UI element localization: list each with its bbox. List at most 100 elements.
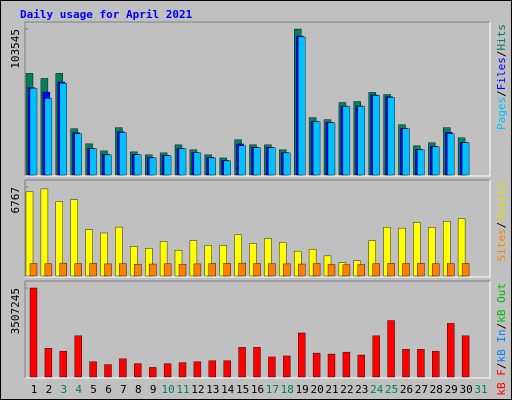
bar [238, 145, 246, 176]
bar [308, 248, 317, 277]
bar [402, 128, 410, 176]
bar [372, 263, 380, 277]
bar [372, 95, 380, 176]
x-tick-label: 22 [340, 383, 353, 396]
bar [342, 264, 351, 277]
x-tick-label: 8 [135, 383, 142, 396]
bar [327, 122, 336, 176]
bar [159, 241, 168, 277]
bar [283, 355, 291, 378]
bar [298, 263, 306, 277]
bar [413, 222, 421, 277]
bar [223, 160, 231, 176]
bar [238, 262, 246, 277]
bar [178, 148, 187, 176]
bar [148, 157, 157, 176]
x-tick-label: 24 [370, 383, 384, 396]
bar [357, 264, 365, 277]
bar [174, 250, 183, 277]
bar [29, 287, 38, 378]
bar [417, 349, 425, 378]
x-tick-label: 15 [236, 383, 249, 396]
bar [70, 199, 78, 277]
panel-bevel-dark [24, 280, 490, 378]
bar [447, 133, 455, 176]
bar [223, 263, 231, 277]
panel-bevel-light [25, 22, 491, 177]
legend-item: kB Out [495, 283, 508, 323]
bar [253, 263, 261, 277]
x-tick-label: 10 [161, 383, 174, 396]
bar [119, 358, 127, 378]
x-tick-label: 25 [385, 383, 398, 396]
bar [298, 332, 306, 378]
bar [148, 367, 157, 378]
bar [357, 106, 365, 176]
bar [104, 364, 112, 378]
bar [163, 155, 172, 176]
bar [461, 142, 470, 176]
x-tick-label: 26 [400, 383, 413, 396]
legend-item: Sites [495, 228, 508, 261]
bar [119, 132, 127, 176]
bar [457, 218, 466, 277]
legend-separator: / [495, 363, 508, 370]
bar [238, 347, 246, 378]
bar [312, 263, 321, 277]
bar [417, 263, 425, 277]
x-tick-label: 14 [221, 383, 235, 396]
legend-separator: / [495, 90, 508, 97]
y-tick-label: 103545 [9, 29, 22, 69]
x-tick-label: 28 [430, 383, 443, 396]
bar [89, 361, 97, 378]
bar [298, 36, 306, 176]
bar [387, 263, 395, 277]
bar [253, 147, 261, 176]
legend-item: Pages [495, 97, 508, 130]
x-tick-label: 12 [191, 383, 204, 396]
bar [115, 226, 123, 277]
bar [342, 351, 351, 378]
x-tick-label: 7 [120, 383, 127, 396]
legend-item: kB F [495, 369, 508, 396]
x-tick-label: 31 [474, 383, 487, 396]
panel-bevel-dark [24, 21, 490, 176]
legend-separator: / [495, 323, 508, 330]
x-tick-label: 16 [251, 383, 264, 396]
bar [398, 227, 406, 277]
bar [193, 361, 202, 378]
bar [134, 154, 142, 176]
x-tick-label: 27 [415, 383, 428, 396]
bar [104, 154, 112, 176]
legend-separator: / [495, 51, 508, 58]
bar [59, 350, 67, 378]
bar [148, 263, 157, 277]
x-tick-label: 23 [355, 383, 368, 396]
bar [40, 188, 49, 277]
bar [223, 360, 231, 378]
bar [74, 335, 82, 378]
bar [327, 264, 336, 277]
x-tick-label: 21 [325, 383, 338, 396]
bar [59, 262, 67, 277]
bar [447, 263, 455, 277]
x-tick-label: 20 [310, 383, 323, 396]
y-tick-label: 3507245 [9, 288, 22, 334]
bar [268, 263, 276, 277]
bar [387, 320, 395, 378]
bar [100, 232, 108, 277]
bar [178, 362, 187, 378]
bar [178, 263, 187, 277]
bar [312, 121, 321, 176]
legend-item: Hits [495, 24, 508, 51]
bar [428, 227, 436, 277]
bar [432, 263, 440, 277]
bar [432, 350, 440, 378]
bar [59, 83, 67, 176]
bar [268, 147, 276, 176]
bar [163, 363, 172, 378]
x-tick-label: 29 [445, 383, 458, 396]
bar [443, 221, 451, 277]
x-tick-label: 17 [266, 383, 279, 396]
bar [85, 229, 93, 277]
